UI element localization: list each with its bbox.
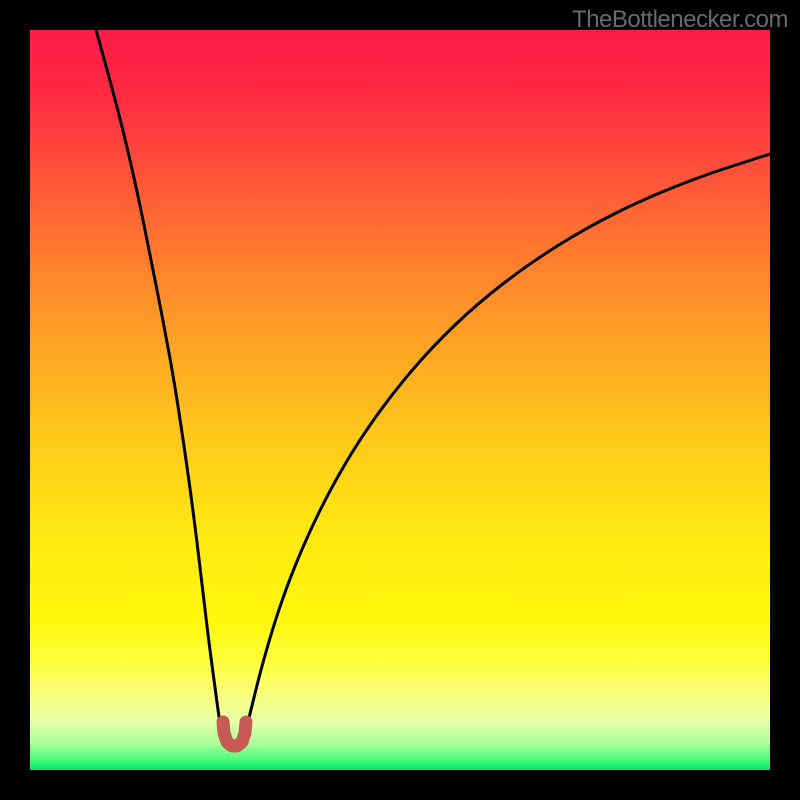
chart-svg	[30, 30, 770, 770]
chart-background	[30, 30, 770, 770]
watermark-text: TheBottlenecker.com	[572, 6, 788, 34]
chart-container: TheBottlenecker.com	[0, 0, 800, 800]
chart-area	[30, 30, 770, 770]
